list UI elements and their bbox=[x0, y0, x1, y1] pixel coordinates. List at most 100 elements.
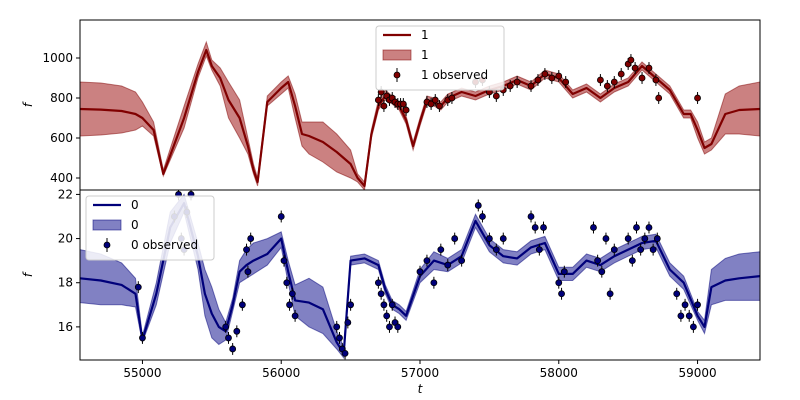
data-point bbox=[380, 301, 388, 309]
data-point bbox=[594, 257, 602, 265]
x-axis-label: t bbox=[418, 382, 424, 396]
x-tick-label: 57000 bbox=[401, 366, 439, 380]
data-point bbox=[444, 261, 452, 269]
data-point bbox=[380, 102, 388, 110]
x-tick-label: 59000 bbox=[678, 366, 716, 380]
data-point bbox=[431, 96, 439, 104]
data-point bbox=[436, 102, 443, 110]
data-point bbox=[222, 323, 230, 331]
data-point bbox=[555, 279, 563, 287]
legend-box bbox=[375, 25, 505, 91]
data-point bbox=[280, 257, 288, 265]
data-point bbox=[677, 312, 685, 320]
data-point bbox=[383, 312, 391, 320]
data-point bbox=[283, 279, 291, 287]
data-point bbox=[527, 82, 535, 90]
data-point bbox=[492, 246, 500, 254]
data-point bbox=[448, 94, 456, 102]
data-point bbox=[694, 301, 701, 309]
data-point bbox=[513, 78, 521, 86]
data-point bbox=[597, 76, 604, 84]
data-point bbox=[416, 268, 424, 276]
legend-entry-label: 0 bbox=[131, 198, 139, 212]
data-point bbox=[649, 246, 657, 254]
data-point bbox=[479, 213, 486, 220]
data-point bbox=[681, 301, 689, 309]
data-point bbox=[247, 235, 255, 242]
data-point bbox=[474, 202, 482, 209]
y-axis-label: f bbox=[21, 101, 35, 107]
data-point bbox=[610, 246, 618, 254]
top-panel: 400 600 800 1000 f 1 1 1 observed bbox=[21, 19, 761, 191]
x-tick-label: 58000 bbox=[540, 366, 578, 380]
data-point bbox=[527, 213, 535, 220]
plot-area bbox=[80, 40, 760, 190]
data-point bbox=[492, 92, 500, 100]
y-tick-label: 400 bbox=[50, 171, 73, 185]
data-point bbox=[548, 74, 556, 82]
data-point bbox=[333, 323, 341, 331]
data-point bbox=[641, 235, 649, 242]
y-tick-label: 16 bbox=[58, 320, 73, 334]
legend-entry-label: 1 bbox=[421, 48, 429, 62]
legend-entry-label: 1 bbox=[421, 28, 429, 42]
mean-line bbox=[80, 202, 760, 355]
data-point bbox=[139, 334, 146, 342]
data-point bbox=[598, 268, 606, 276]
y-tick-label: 22 bbox=[58, 187, 73, 201]
data-point bbox=[394, 323, 402, 331]
data-point bbox=[499, 235, 507, 242]
data-point bbox=[637, 246, 645, 254]
data-point bbox=[624, 235, 632, 242]
data-point bbox=[535, 246, 543, 254]
data-point bbox=[652, 76, 660, 84]
data-point bbox=[451, 235, 459, 242]
data-point bbox=[238, 301, 246, 309]
data-point bbox=[645, 224, 653, 231]
y-tick-label: 20 bbox=[58, 232, 73, 246]
data-point bbox=[286, 301, 293, 309]
data-point bbox=[344, 319, 352, 326]
data-point bbox=[562, 78, 570, 86]
y-axis-label: f bbox=[21, 271, 35, 277]
data-point bbox=[540, 224, 547, 231]
data-point bbox=[458, 257, 466, 265]
data-point bbox=[244, 268, 252, 276]
data-point bbox=[603, 82, 611, 90]
data-point bbox=[423, 257, 431, 265]
legend-box bbox=[85, 195, 215, 261]
data-point bbox=[336, 334, 343, 342]
data-point bbox=[685, 312, 693, 320]
data-point bbox=[233, 327, 241, 335]
data-point bbox=[388, 301, 396, 309]
data-point bbox=[534, 76, 542, 84]
data-point bbox=[288, 290, 296, 298]
y-tick-label: 600 bbox=[50, 131, 73, 145]
data-point bbox=[602, 235, 610, 242]
data-point bbox=[558, 290, 565, 298]
data-point bbox=[645, 64, 653, 72]
data-point bbox=[590, 224, 597, 231]
data-point bbox=[555, 72, 563, 80]
y-tick-label: 800 bbox=[50, 91, 73, 105]
legend-point-swatch bbox=[393, 71, 401, 79]
data-point bbox=[631, 64, 639, 72]
data-point bbox=[377, 290, 385, 298]
data-point bbox=[506, 82, 514, 90]
legend-entry-label: 0 observed bbox=[131, 238, 198, 252]
data-point bbox=[689, 323, 697, 331]
data-point bbox=[541, 70, 549, 78]
x-tick-label: 56000 bbox=[262, 366, 300, 380]
data-point bbox=[341, 349, 349, 357]
data-point bbox=[427, 100, 435, 108]
data-point bbox=[628, 257, 636, 265]
data-point bbox=[402, 106, 410, 114]
data-point bbox=[374, 96, 382, 104]
data-point bbox=[134, 283, 142, 291]
data-point bbox=[374, 279, 382, 287]
data-point bbox=[560, 268, 568, 276]
data-point bbox=[617, 70, 625, 78]
data-point bbox=[531, 224, 539, 231]
data-point bbox=[347, 301, 355, 309]
data-point bbox=[485, 235, 493, 242]
